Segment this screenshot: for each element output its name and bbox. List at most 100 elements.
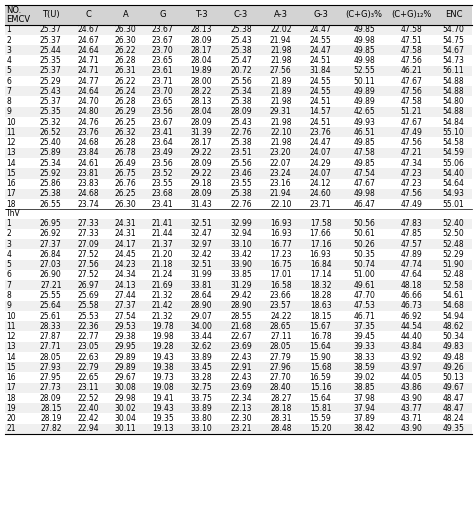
Text: 50.74: 50.74 xyxy=(352,260,374,269)
Text: 44.05: 44.05 xyxy=(399,373,421,382)
Text: 54.40: 54.40 xyxy=(442,169,464,178)
Text: 25.38: 25.38 xyxy=(230,46,251,55)
Text: 10: 10 xyxy=(7,117,16,127)
Text: 50.61: 50.61 xyxy=(352,229,374,239)
Text: 26.90: 26.90 xyxy=(40,270,61,280)
Text: 19.43: 19.43 xyxy=(151,352,173,362)
Bar xyxy=(5,55,471,66)
Bar xyxy=(5,280,471,290)
Text: 14: 14 xyxy=(7,159,16,168)
Text: 4: 4 xyxy=(7,56,11,65)
Text: 27.71: 27.71 xyxy=(40,342,61,351)
Text: 31.99: 31.99 xyxy=(190,270,212,280)
Text: 49.89: 49.89 xyxy=(352,87,374,96)
Bar xyxy=(5,239,471,249)
Text: 28.13: 28.13 xyxy=(190,25,211,34)
Text: 46.51: 46.51 xyxy=(352,128,374,137)
Text: 29.22: 29.22 xyxy=(190,148,211,157)
Text: 21.32: 21.32 xyxy=(151,311,173,321)
Text: 54.59: 54.59 xyxy=(442,148,464,157)
Text: 21.94: 21.94 xyxy=(269,35,291,45)
Text: 21.37: 21.37 xyxy=(151,240,173,249)
Text: 24.55: 24.55 xyxy=(309,35,331,45)
Text: 23.66: 23.66 xyxy=(269,291,291,300)
Text: 19.38: 19.38 xyxy=(151,363,173,372)
Text: 24.64: 24.64 xyxy=(77,87,99,96)
Text: 15.16: 15.16 xyxy=(309,383,331,392)
Text: 24.07: 24.07 xyxy=(309,169,331,178)
Text: 26.75: 26.75 xyxy=(114,169,136,178)
Text: 12: 12 xyxy=(7,332,16,341)
Text: 54.70: 54.70 xyxy=(442,25,464,34)
Text: 24.34: 24.34 xyxy=(114,270,136,280)
Text: (C+G)₃%: (C+G)₃% xyxy=(345,10,382,19)
Text: 38.85: 38.85 xyxy=(353,383,374,392)
Text: 47.83: 47.83 xyxy=(399,219,421,228)
Text: 24.31: 24.31 xyxy=(114,219,136,228)
Text: 46.66: 46.66 xyxy=(399,291,421,300)
Text: 28.15: 28.15 xyxy=(40,404,61,413)
Text: 23.70: 23.70 xyxy=(151,46,173,55)
Text: 22.94: 22.94 xyxy=(77,424,99,433)
Text: 6: 6 xyxy=(7,76,11,86)
Text: 22.67: 22.67 xyxy=(230,332,251,341)
Text: 23.64: 23.64 xyxy=(151,138,173,147)
Text: 22.91: 22.91 xyxy=(230,363,251,372)
Text: 25.38: 25.38 xyxy=(230,189,251,199)
Bar xyxy=(5,158,471,168)
Text: 29.98: 29.98 xyxy=(114,393,136,403)
Text: 20: 20 xyxy=(7,414,16,423)
Text: 19.35: 19.35 xyxy=(151,414,173,423)
Text: 27.52: 27.52 xyxy=(77,250,99,259)
Text: 22.65: 22.65 xyxy=(77,373,99,382)
Text: 47.67: 47.67 xyxy=(399,76,421,86)
Text: 25.35: 25.35 xyxy=(40,107,61,116)
Text: 21: 21 xyxy=(7,424,16,433)
Text: 25.43: 25.43 xyxy=(40,87,61,96)
Text: 3: 3 xyxy=(7,240,11,249)
Text: 11: 11 xyxy=(7,322,16,331)
Text: 55.06: 55.06 xyxy=(442,159,464,168)
Text: 49.89: 49.89 xyxy=(352,97,374,106)
Text: 28.17: 28.17 xyxy=(190,46,211,55)
Text: 28.09: 28.09 xyxy=(190,117,211,127)
Text: 24.51: 24.51 xyxy=(309,97,331,106)
Text: 26.22: 26.22 xyxy=(114,76,136,86)
Text: 54.67: 54.67 xyxy=(442,46,464,55)
Text: 16.93: 16.93 xyxy=(269,219,291,228)
Text: 25.58: 25.58 xyxy=(77,301,99,310)
Text: 47.70: 47.70 xyxy=(352,291,374,300)
Bar xyxy=(5,127,471,137)
Text: 25.34: 25.34 xyxy=(40,159,61,168)
Bar xyxy=(5,117,471,127)
Text: 47.53: 47.53 xyxy=(352,301,374,310)
Text: 49.85: 49.85 xyxy=(352,159,374,168)
Text: 19.98: 19.98 xyxy=(151,332,173,341)
Text: 12: 12 xyxy=(7,138,16,147)
Text: 28.09: 28.09 xyxy=(40,393,61,403)
Text: 22.02: 22.02 xyxy=(269,25,291,34)
Text: 25.92: 25.92 xyxy=(40,169,61,178)
Text: 24.68: 24.68 xyxy=(77,138,99,147)
Text: 28.04: 28.04 xyxy=(190,107,211,116)
Bar xyxy=(5,199,471,209)
Text: 8: 8 xyxy=(7,291,11,300)
Text: C: C xyxy=(85,10,91,19)
Text: 27.37: 27.37 xyxy=(114,301,136,310)
Text: 26.92: 26.92 xyxy=(40,229,61,239)
Text: 26.30: 26.30 xyxy=(114,35,136,45)
Text: 22.76: 22.76 xyxy=(230,128,251,137)
Text: 16: 16 xyxy=(7,179,16,188)
Text: 33.80: 33.80 xyxy=(190,414,212,423)
Text: 24.12: 24.12 xyxy=(309,179,331,188)
Text: 22.07: 22.07 xyxy=(269,159,291,168)
Text: 33.44: 33.44 xyxy=(190,332,212,341)
Text: 22.40: 22.40 xyxy=(77,404,99,413)
Text: 24.55: 24.55 xyxy=(309,76,331,86)
Text: 49.85: 49.85 xyxy=(352,25,374,34)
Text: 24.61: 24.61 xyxy=(77,159,99,168)
Text: 25.53: 25.53 xyxy=(77,311,99,321)
Text: 43.90: 43.90 xyxy=(399,424,421,433)
Text: 28.09: 28.09 xyxy=(190,159,211,168)
Text: 23.49: 23.49 xyxy=(151,148,173,157)
